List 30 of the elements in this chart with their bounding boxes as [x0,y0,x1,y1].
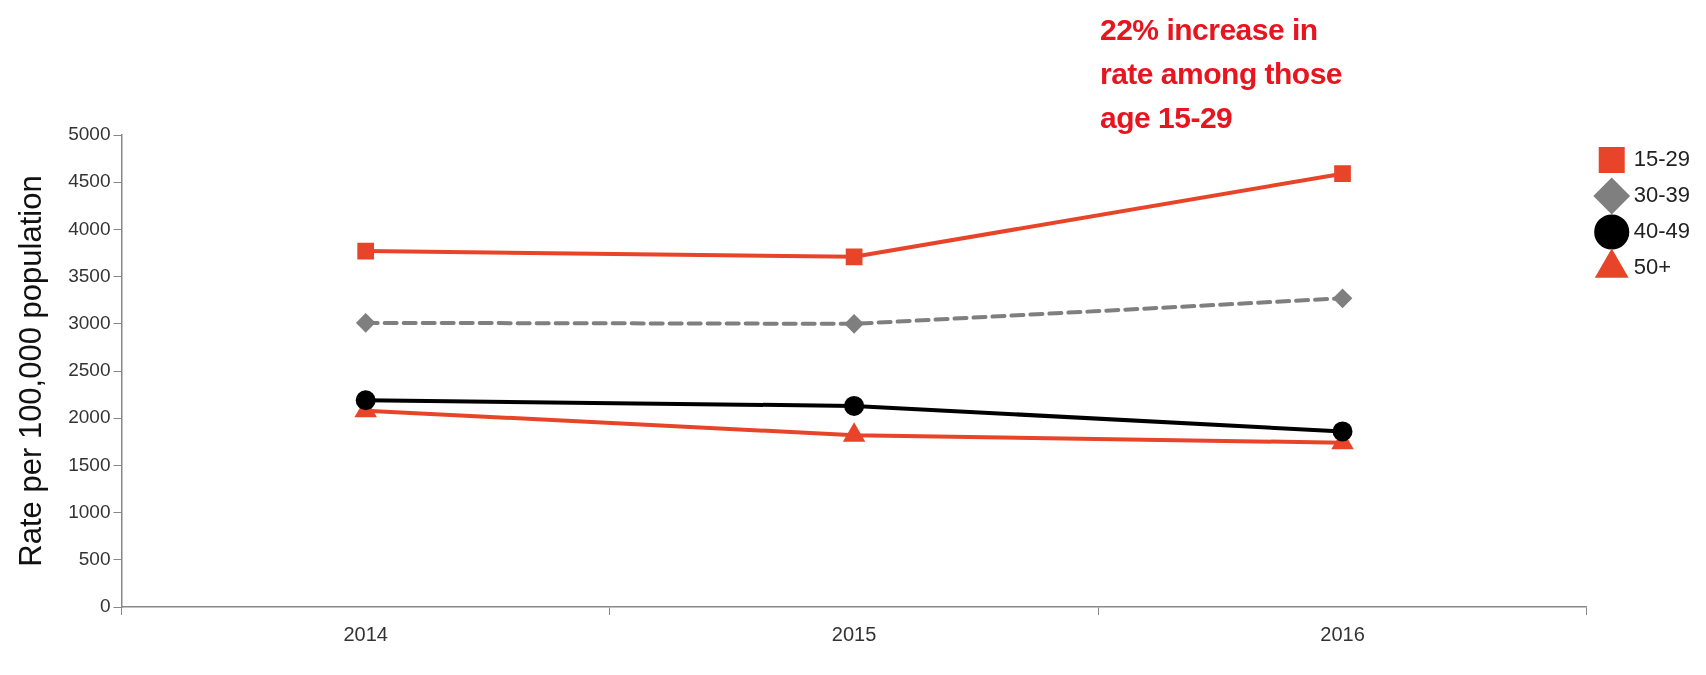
y-tick-label: 2000 [68,406,111,428]
legend-label: 30-39 [1633,182,1691,208]
y-tick-label: 1500 [68,453,111,475]
y-tick-label: 5000 [68,123,111,145]
legend-label: 40-49 [1633,218,1691,244]
point [844,395,865,416]
y-tick-label: 4500 [68,170,111,192]
y-tick-label: 500 [78,548,111,570]
x-tick-label: 2015 [831,622,877,645]
text: 22% increase in rate among those age 15-29 [1100,12,1344,136]
point [1333,289,1352,308]
legend-label: 50+ [1633,254,1672,280]
y-tick-label: 3000 [68,312,111,334]
point [1334,165,1351,183]
legend-label: 15-29 [1633,146,1691,172]
point [844,424,864,442]
x-tick-label: 2016 [1320,622,1365,645]
y-tick-label: 2500 [68,359,111,381]
x-tick-label: 2014 [343,622,388,645]
point [1332,421,1353,442]
point [355,390,376,411]
point [357,242,375,260]
point [356,313,375,332]
y-tick-label: 1000 [68,500,111,522]
point [845,314,864,333]
y-tick-label: 4000 [68,217,111,239]
point [845,248,863,266]
y-tick-label: 3500 [68,264,111,286]
y-tick-label: 0 [99,595,111,617]
y-axis-title: Rate per 100,000 population [13,175,49,567]
